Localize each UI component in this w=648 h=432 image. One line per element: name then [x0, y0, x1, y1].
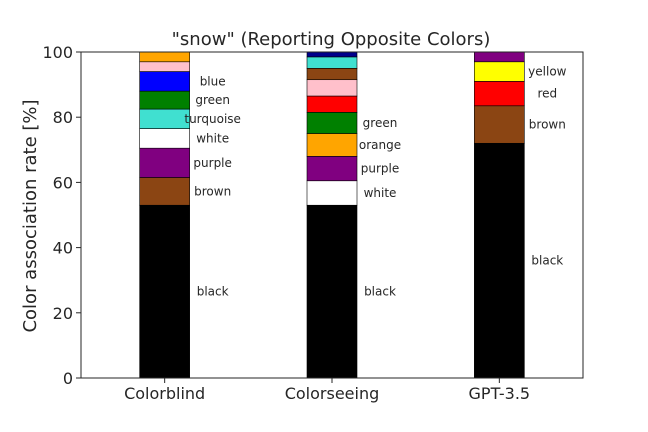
bar-segment-2-purple [474, 51, 525, 63]
bar-segment-1-turquoise [306, 56, 358, 69]
segment-label: yellow [528, 65, 566, 79]
bar-segment-2-yellow [474, 61, 525, 82]
bar-segment-2-red [474, 81, 525, 107]
axis-layer: Colorblind Colorseeing GPT-3.5 0 20 40 60 80 100 [42, 43, 530, 403]
bar-segment-0-orange [139, 51, 190, 63]
segment-label: purple [193, 156, 232, 170]
x-tick-label: GPT-3.5 [469, 384, 531, 403]
bar-segment-2-black [474, 142, 525, 379]
y-tick-label: 0 [63, 369, 73, 388]
bar-segment-1-red [306, 95, 358, 113]
x-tick-label: Colorseeing [285, 384, 380, 403]
segment-label: turquoise [184, 112, 241, 126]
bar-segment-1-orange [306, 133, 358, 157]
bar-segment-0-pink [139, 61, 190, 72]
bar-segment-1-brown [306, 68, 358, 81]
segment-label: green [195, 93, 230, 107]
plot-frame [80, 51, 584, 379]
y-tick-label: 60 [53, 173, 73, 192]
bar-segment-1-green [306, 112, 358, 134]
segment-label: black [531, 254, 563, 268]
bar-segment-0-green [139, 90, 190, 110]
y-tick-label: 20 [53, 304, 73, 323]
bar-segment-0-turquoise [139, 108, 190, 129]
segment-label: green [363, 116, 398, 130]
segment-label: blue [200, 74, 226, 88]
segment-label: white [196, 131, 229, 145]
bar-segment-2-brown [474, 105, 525, 144]
bars-layer [139, 51, 525, 379]
segment-label: brown [529, 118, 566, 132]
chart-title: "snow" (Reporting Opposite Colors) [172, 29, 491, 50]
segment-label: red [537, 87, 557, 101]
bar-segment-1-black [306, 204, 358, 379]
bar-segment-1-navy [306, 51, 358, 58]
y-axis-label: Color association rate [%] [20, 99, 41, 332]
y-tick-label: 100 [42, 43, 73, 62]
segment-label: white [364, 186, 397, 200]
segment-label: black [197, 285, 229, 299]
y-tick-label: 80 [53, 108, 73, 127]
segment-labels-layer: black brown purple white turquoise green blue b… [184, 65, 566, 299]
y-tick-label: 40 [53, 239, 73, 258]
bar-segment-0-white [139, 128, 190, 149]
x-tick-label: Colorblind [124, 384, 205, 403]
bar-segment-1-purple [306, 156, 358, 182]
segment-label: black [364, 285, 396, 299]
segment-label: purple [361, 162, 400, 176]
segment-label: orange [359, 138, 401, 152]
bar-segment-0-brown [139, 177, 190, 206]
bar-segment-0-black [139, 204, 190, 379]
bar-segment-0-blue [139, 71, 190, 92]
segment-label: brown [194, 184, 231, 198]
bar-segment-0-purple [139, 147, 190, 178]
bar-segment-1-white [306, 180, 358, 206]
bar-segment-1-pink [306, 79, 358, 97]
